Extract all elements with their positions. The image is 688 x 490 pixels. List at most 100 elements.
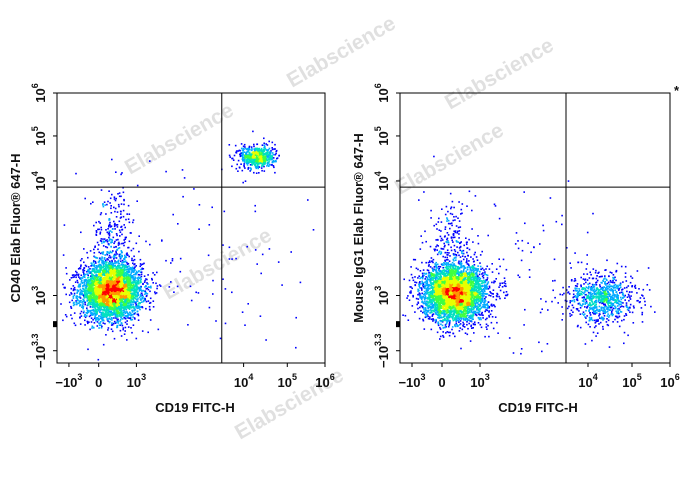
event-dot <box>133 292 136 294</box>
event-dot <box>107 272 110 274</box>
event-dot <box>140 275 143 278</box>
event-dot <box>98 251 100 254</box>
event-dot <box>115 250 117 253</box>
event-dot <box>102 312 104 315</box>
event-dot <box>252 152 254 154</box>
event-dot <box>100 273 103 276</box>
event-dot <box>107 290 110 293</box>
event-dot <box>75 296 78 299</box>
event-dot <box>131 268 134 270</box>
event-dot <box>101 318 103 321</box>
event-dot <box>99 269 102 272</box>
event-dot <box>249 152 251 155</box>
event-dot <box>79 323 82 325</box>
event-dot <box>254 150 256 152</box>
event-dot <box>106 251 108 253</box>
event-dot <box>134 266 136 268</box>
event-dot <box>103 289 106 292</box>
event-dot <box>127 295 129 298</box>
event-dot <box>245 151 248 154</box>
event-dot <box>102 284 104 286</box>
event-dot <box>106 289 109 292</box>
event-dot <box>165 259 167 262</box>
event-dot <box>266 156 268 158</box>
event-dot <box>271 152 274 154</box>
event-dot <box>124 290 127 292</box>
event-dot <box>119 284 121 287</box>
event-dot <box>125 303 127 306</box>
event-dot <box>108 285 110 288</box>
event-dot <box>129 301 132 304</box>
event-dot <box>115 272 118 275</box>
event-dot <box>97 292 100 295</box>
event-dot <box>143 275 146 277</box>
event-dot <box>97 283 99 286</box>
event-dot <box>243 156 245 158</box>
event-dot <box>103 287 105 290</box>
event-dot <box>129 291 132 293</box>
event-dot <box>83 280 86 282</box>
event-dot <box>105 229 107 231</box>
event-dot <box>68 294 71 296</box>
event-dot <box>90 287 92 290</box>
event-dot <box>109 262 112 264</box>
event-dot <box>263 165 265 168</box>
event-dot <box>132 304 135 306</box>
event-dot <box>109 289 111 291</box>
event-dot <box>70 292 72 294</box>
event-dot <box>81 306 83 308</box>
event-dot <box>84 276 86 278</box>
event-dot <box>125 278 128 281</box>
event-dot <box>124 296 126 299</box>
event-dot <box>107 228 109 230</box>
event-dot <box>111 281 114 283</box>
event-dot <box>120 296 122 299</box>
event-dot <box>133 317 136 319</box>
event-dot <box>94 310 97 313</box>
event-dot <box>112 266 115 268</box>
event-dot <box>136 300 138 302</box>
event-dot <box>109 286 111 289</box>
event-dot <box>114 297 117 300</box>
event-dot <box>119 309 121 312</box>
event-dot <box>98 259 101 261</box>
event-dot <box>75 303 78 306</box>
event-dot <box>124 306 126 309</box>
event-dot <box>126 306 128 309</box>
event-dot <box>115 300 118 303</box>
event-dot <box>101 304 104 306</box>
event-dot <box>107 259 109 261</box>
event-dot <box>267 154 269 157</box>
event-dot <box>240 154 242 157</box>
event-dot <box>105 288 108 290</box>
event-dot <box>95 299 97 301</box>
event-dot <box>131 309 133 312</box>
event-dot <box>102 276 105 279</box>
event-dot <box>105 239 107 242</box>
event-dot <box>92 297 95 300</box>
event-dot <box>152 306 155 308</box>
event-dot <box>118 289 120 291</box>
event-dot <box>109 270 111 273</box>
event-dot <box>122 242 125 245</box>
event-dot <box>234 144 237 147</box>
event-dot <box>87 310 89 312</box>
event-dot <box>117 303 119 305</box>
event-dot <box>113 298 115 300</box>
event-dot <box>122 270 124 273</box>
event-dot <box>141 267 143 270</box>
event-dot <box>90 295 92 297</box>
event-dot <box>72 304 75 307</box>
event-dot <box>267 156 269 159</box>
event-dot <box>120 317 123 319</box>
event-dot <box>74 324 77 327</box>
event-dot <box>116 234 118 237</box>
event-dot <box>115 268 118 270</box>
event-dot <box>95 312 98 314</box>
event-dot <box>126 320 128 322</box>
event-dot <box>122 296 125 299</box>
event-dot <box>80 274 83 277</box>
event-dot <box>100 267 103 270</box>
event-dot <box>98 228 100 231</box>
event-dot <box>240 143 243 145</box>
